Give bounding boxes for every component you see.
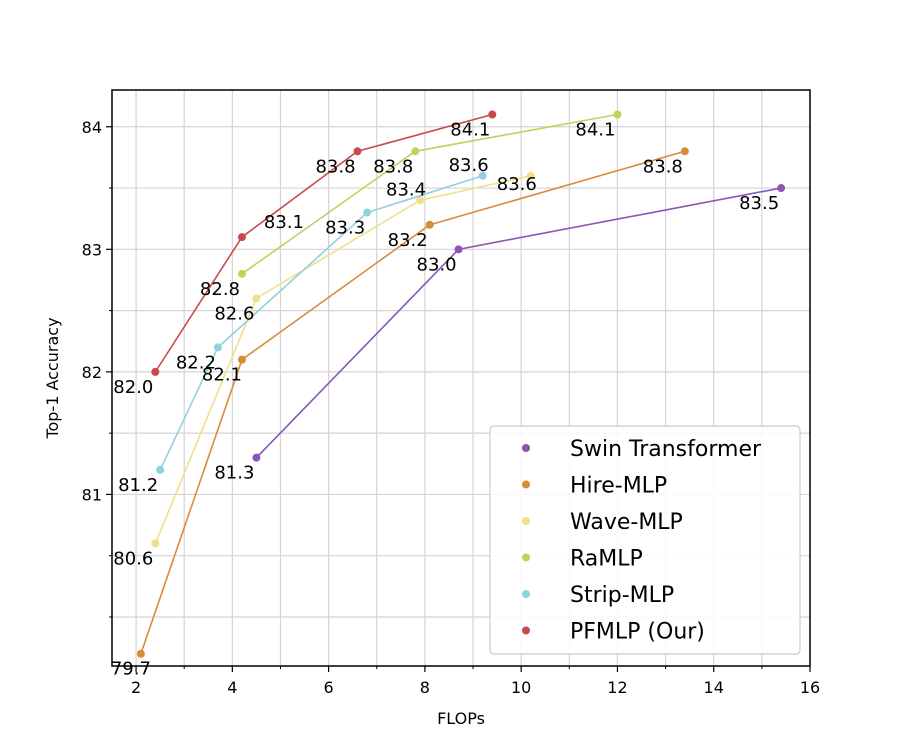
data-label: 83.8: [373, 156, 413, 177]
y-tick-label: 83: [82, 240, 102, 259]
data-label: 83.4: [386, 179, 426, 200]
y-axis-title: Top-1 Accuracy: [43, 317, 62, 439]
x-tick-label: 16: [800, 678, 820, 697]
data-label: 84.1: [575, 120, 615, 141]
legend-box: [489, 425, 801, 655]
data-point: [363, 208, 372, 217]
data-label: 83.1: [264, 212, 304, 233]
data-label: 83.6: [449, 155, 489, 176]
x-tick-label: 10: [511, 678, 531, 697]
x-tick-label: 8: [420, 678, 430, 697]
data-point: [213, 343, 222, 352]
data-point: [353, 147, 362, 156]
data-label: 80.6: [113, 548, 153, 569]
legend-label: RaMLP: [570, 547, 643, 572]
x-tick-label: 14: [704, 678, 724, 697]
legend-marker: [522, 480, 530, 489]
data-label: 79.7: [111, 659, 151, 680]
y-tick-label: 82: [82, 363, 102, 382]
data-label: 82.8: [200, 279, 240, 300]
y-tick-label: 81: [82, 485, 102, 504]
series-line: [159, 175, 483, 471]
data-label: 83.6: [497, 174, 537, 195]
data-label: 82.6: [214, 303, 254, 324]
data-point: [252, 294, 261, 303]
data-point: [411, 147, 420, 156]
data-point: [237, 233, 246, 242]
y-tick-label: 84: [82, 118, 102, 137]
data-point: [416, 196, 425, 205]
x-tick-label: 2: [131, 678, 141, 697]
data-label: 84.1: [450, 120, 490, 141]
data-point: [488, 110, 497, 119]
data-point: [237, 355, 246, 364]
data-label: 82.1: [202, 365, 242, 386]
series-line: [154, 113, 493, 373]
data-point: [526, 171, 535, 180]
data-label: 82.0: [113, 377, 153, 398]
x-tick-label: 4: [227, 678, 237, 697]
plot-frame: [111, 89, 811, 667]
data-point: [252, 453, 261, 462]
legend-label: Wave-MLP: [570, 510, 683, 535]
legend-marker: [522, 590, 530, 598]
data-point: [136, 649, 145, 658]
data-label: 83.5: [739, 193, 779, 214]
data-label: 83.3: [325, 218, 365, 239]
legend-label: PFMLP (Our): [570, 620, 705, 645]
legend-marker: [522, 444, 530, 452]
x-tick-label: 12: [607, 678, 627, 697]
data-point: [151, 539, 160, 548]
data-point: [151, 367, 160, 376]
legend-label: Hire-MLP: [570, 474, 667, 499]
x-axis-title: FLOPs: [437, 709, 485, 728]
series-line: [241, 113, 618, 275]
data-point: [425, 220, 434, 229]
data-point: [237, 269, 246, 278]
legend-marker: [522, 517, 530, 525]
data-point: [613, 110, 622, 119]
legend-marker: [522, 553, 530, 562]
data-point: [478, 171, 487, 180]
data-label: 83.8: [315, 156, 355, 177]
data-point: [777, 184, 786, 193]
series-line: [140, 150, 686, 655]
legend-marker: [522, 626, 530, 635]
x-tick-label: 6: [324, 678, 334, 697]
data-label: 81.2: [118, 475, 158, 496]
data-point: [454, 245, 463, 254]
data-label: 82.2: [176, 352, 216, 373]
series-line: [154, 175, 531, 544]
data-label: 83.2: [388, 230, 428, 251]
data-label: 83.0: [417, 254, 457, 275]
data-label: 83.8: [643, 156, 683, 177]
data-point: [680, 147, 689, 156]
legend-label: Strip-MLP: [570, 583, 674, 608]
data-point: [156, 465, 165, 474]
data-label: 81.3: [214, 463, 254, 484]
legend-label: Swin Transformer: [570, 437, 762, 462]
